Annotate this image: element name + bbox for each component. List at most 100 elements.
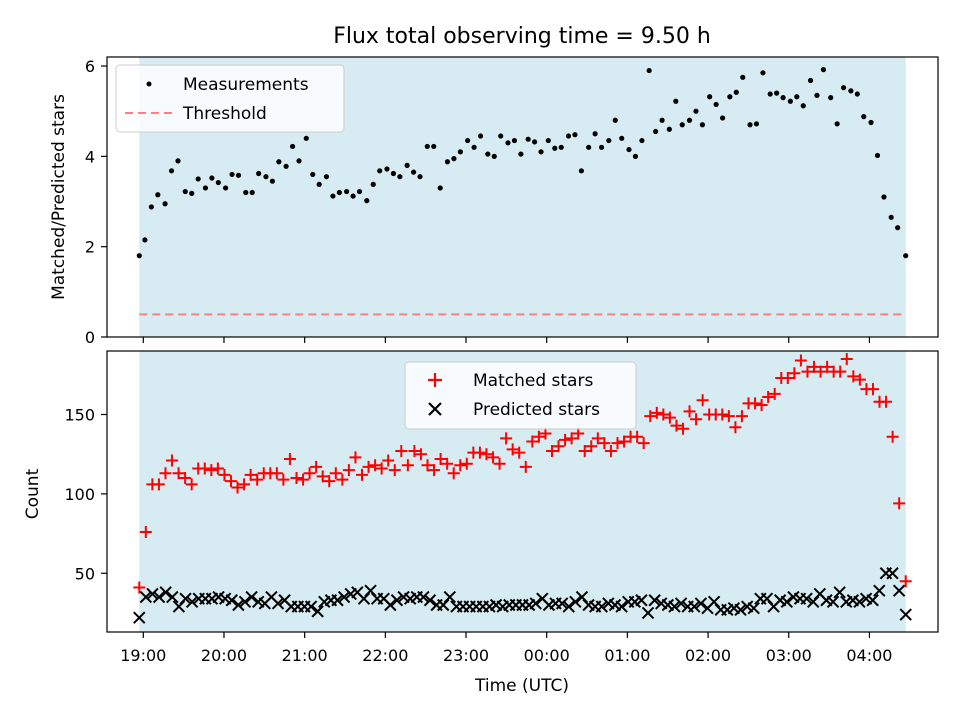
measurement-point — [370, 181, 376, 187]
measurement-point — [424, 143, 430, 150]
measurement-point — [431, 143, 437, 150]
measurement-point — [606, 137, 612, 144]
bottom-y-tick-label: 150 — [64, 406, 95, 425]
measurement-point — [612, 117, 618, 123]
matched-star-marker — [834, 365, 847, 378]
measurement-point — [263, 174, 269, 180]
legend-predicted-label: Predicted stars — [473, 400, 600, 420]
legend-matched-marker — [428, 373, 442, 387]
x-axis-label: Time (UTC) — [474, 676, 569, 696]
matched-star-marker — [270, 467, 283, 480]
matched-star-marker — [801, 365, 814, 378]
top-y-tick-label: 6 — [85, 57, 95, 76]
bottom-y-tick-label: 100 — [64, 485, 95, 504]
predicted-star-marker — [225, 594, 238, 607]
measurement-point — [235, 172, 242, 178]
measurement-point — [410, 169, 417, 175]
matched-star-marker — [519, 460, 532, 473]
predicted-star-marker — [417, 590, 430, 604]
measurement-point — [511, 137, 518, 144]
matched-star-marker — [218, 468, 231, 481]
measurement-point — [148, 204, 154, 210]
matched-star-marker — [251, 473, 264, 486]
measurement-point — [794, 94, 800, 100]
measurement-point — [848, 88, 854, 94]
matched-star-marker — [480, 448, 493, 461]
measurement-point — [666, 126, 672, 132]
matched-star-marker — [532, 430, 545, 443]
matched-star-marker — [853, 373, 866, 386]
matched-star-marker — [768, 387, 781, 400]
predicted-star-marker — [886, 567, 899, 580]
measurement-point — [222, 185, 229, 191]
measurement-point — [168, 168, 175, 174]
measurement-point — [719, 115, 726, 121]
measurement-point — [861, 114, 867, 120]
measurement-point — [626, 146, 632, 153]
measurement-point — [558, 144, 564, 150]
top-x-ticks — [142, 337, 871, 343]
predicted-star-marker — [423, 594, 437, 607]
matched-star-marker — [716, 408, 729, 421]
measurement-point — [895, 225, 901, 231]
matched-star-marker — [500, 432, 513, 445]
measurement-point — [545, 137, 551, 144]
measurement-point — [189, 190, 195, 196]
top-y-axis-label: Matched/Predicted stars — [49, 94, 69, 300]
matched-star-marker — [729, 421, 742, 434]
measurement-point — [532, 139, 538, 145]
measurement-point — [632, 153, 639, 159]
predicted-star-marker — [139, 590, 153, 604]
bottom-legend-box — [404, 361, 637, 430]
measurement-point — [659, 117, 665, 123]
matched-star-marker — [211, 462, 224, 475]
bottom-y-axis-label: Count — [23, 468, 43, 519]
matched-star-marker — [578, 445, 591, 458]
matched-star-marker — [611, 437, 624, 450]
matched-star-marker — [847, 370, 860, 383]
matched-star-marker — [139, 525, 152, 538]
top-panel: 0 2 4 6 Matched/Predicted stars Measurement… — [49, 56, 939, 347]
matched-star-marker — [166, 454, 179, 467]
measurement-point — [316, 181, 322, 187]
matched-star-marker — [657, 408, 670, 421]
matched-star-marker — [133, 581, 146, 594]
measurement-point — [330, 193, 336, 199]
measurement-point — [296, 158, 302, 164]
predicted-star-marker — [734, 603, 747, 616]
matched-star-marker — [224, 475, 237, 488]
legend-measurements-label: Measurements — [183, 75, 309, 95]
predicted-star-marker — [384, 598, 397, 612]
top-y-axis: 0 2 4 6 — [85, 57, 107, 347]
predicted-star-marker — [245, 590, 258, 604]
matched-star-marker — [545, 445, 558, 458]
measurement-point — [740, 74, 746, 80]
measurement-point — [202, 185, 209, 191]
predicted-star-marker — [853, 595, 866, 609]
matched-star-marker — [460, 457, 473, 470]
matched-star-marker — [414, 448, 427, 461]
measurement-point — [767, 91, 773, 97]
measurement-point — [552, 145, 558, 151]
predicted-star-marker — [238, 595, 252, 609]
predicted-star-marker — [443, 590, 457, 604]
matched-star-marker — [152, 478, 165, 491]
measurement-point — [465, 137, 471, 144]
matched-star-marker — [585, 440, 598, 453]
top-legend-box — [115, 64, 345, 133]
predicted-star-marker — [826, 595, 840, 609]
matched-star-marker — [604, 445, 617, 458]
measurement-point — [639, 137, 645, 144]
predicted-star-marker — [331, 594, 344, 607]
predicted-star-marker — [674, 597, 688, 610]
measurement-point — [888, 214, 894, 220]
matched-star-marker — [329, 467, 342, 480]
matched-star-marker — [794, 354, 807, 367]
measurement-point — [491, 153, 497, 159]
matched-star-marker — [676, 422, 689, 435]
matched-star-marker — [303, 467, 316, 480]
matched-star-marker — [369, 459, 382, 472]
measurement-point — [336, 189, 342, 196]
x-tick-label: 23:00 — [443, 646, 489, 665]
